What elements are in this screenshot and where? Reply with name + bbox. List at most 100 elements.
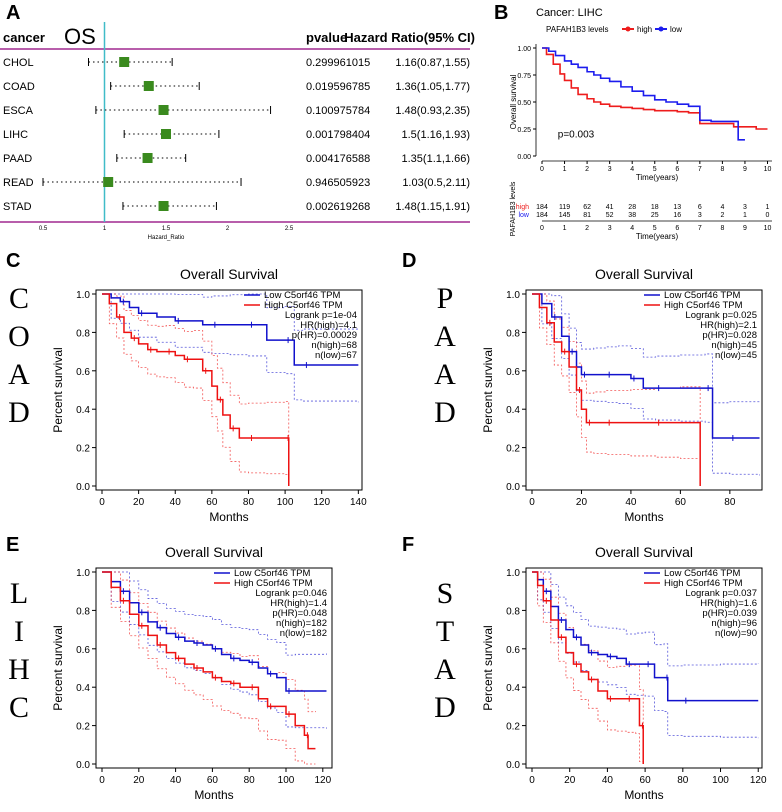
- km-c-stat: Logrank p=1e-04: [285, 310, 357, 321]
- km-b-x-tick: 2: [585, 166, 589, 173]
- km-e-x-tick: 80: [244, 775, 256, 786]
- km-f-x-tick: 20: [564, 775, 576, 786]
- risk-table-value: 38: [628, 212, 636, 219]
- risk-table-value: 13: [673, 204, 681, 211]
- risk-table-x-tick: 3: [608, 225, 612, 232]
- km-f-y-tick: 0.2: [506, 722, 520, 733]
- km-d-x-tick: 20: [576, 497, 588, 508]
- km-c-stat: n(low)=67: [315, 350, 357, 361]
- km-e-x-label: Months: [194, 788, 233, 802]
- km-e-x-tick: 0: [99, 775, 105, 786]
- risk-table-x-tick: 5: [653, 225, 657, 232]
- km-f-y-tick: 0.0: [506, 760, 520, 771]
- forest-row-pvalue: 0.019596785: [306, 81, 370, 93]
- panel-label-d: D: [402, 250, 417, 272]
- km-d-ci-band: [532, 293, 760, 404]
- panel-label-b: B: [494, 2, 509, 24]
- km-c-y-tick: 0.4: [76, 405, 90, 416]
- forest-row-hr: 1.16(0.87,1.55): [395, 57, 470, 69]
- forest-row-hr: 1.36(1.05,1.77): [395, 81, 470, 93]
- forest-hr-box: [161, 129, 171, 139]
- km-f-x-tick: 60: [640, 775, 652, 786]
- forest-row-pvalue: 0.299961015: [306, 57, 370, 69]
- km-e-ci-band: [102, 571, 327, 729]
- km-d-y-tick: 0.8: [506, 328, 520, 339]
- km-b-legend-high: high: [637, 25, 652, 34]
- km-c-curve-high: [102, 293, 290, 486]
- risk-table-x-label: Time(years): [636, 232, 679, 241]
- km-b-x-tick: 8: [720, 166, 724, 173]
- km-c-ci-band: [102, 293, 290, 486]
- km-f-stat: n(high)=96: [711, 618, 757, 629]
- forest-row-cancer: CHOL: [3, 57, 34, 69]
- risk-table-value: 4: [720, 204, 724, 211]
- km-plot-paad: Overall Survival 0.0 0.2 0.4 0.6 0.8 1.0 0 20 40 6…: [481, 266, 763, 524]
- km-f-frame: [525, 567, 763, 769]
- km-d-x-tick: 60: [675, 497, 687, 508]
- risk-table-value: 81: [583, 212, 591, 219]
- km-plot-stad: Overall Survival 0.0 0.2 0.4 0.6 0.8 1.0 0 20 40 6…: [481, 544, 767, 802]
- panel-label-f: F: [402, 534, 415, 556]
- km-b-x-tick: 7: [698, 166, 702, 173]
- risk-table-value: 28: [628, 204, 636, 211]
- forest-row-cancer: PAAD: [3, 153, 32, 165]
- km-f-stat: p(HR)=0.039: [702, 608, 757, 619]
- risk-table-y-label: PAFAH1B3 levels: [510, 181, 517, 236]
- km-f-ci-band: [532, 571, 644, 764]
- km-b-x-tick: 1: [563, 166, 567, 173]
- km-e-ci-band: [102, 571, 316, 765]
- km-f-y-tick: 1.0: [506, 568, 520, 579]
- km-b-x-label: Time(years): [636, 173, 679, 182]
- forest-row-hr: 1.35(1.1,1.66): [402, 153, 471, 165]
- km-f-x-tick: 80: [677, 775, 689, 786]
- risk-table-x-tick: 0: [540, 225, 544, 232]
- column-header-cancer: cancer: [3, 30, 45, 45]
- forest-hr-box: [142, 153, 153, 163]
- risk-table-x-tick: 8: [720, 225, 724, 232]
- km-e-stat: n(low)=182: [280, 628, 327, 639]
- km-c-ci-band: [102, 293, 359, 331]
- km-f-y-tick: 0.6: [506, 645, 520, 656]
- risk-table-value: 1: [766, 204, 770, 211]
- km-f-ci-band: [532, 571, 644, 727]
- km-e-title: Overall Survival: [165, 544, 263, 560]
- forest-x-tick: 1: [103, 226, 107, 232]
- km-b-x-tick: 6: [675, 166, 679, 173]
- risk-table-x-tick: 4: [630, 225, 634, 232]
- km-b-curve-low: [542, 47, 745, 141]
- km-d-stat: p(HR)=0.028: [702, 330, 757, 341]
- forest-row-pvalue: 0.004176588: [306, 153, 370, 165]
- km-c-x-label: Months: [209, 510, 248, 524]
- forest-hr-box: [103, 177, 114, 187]
- km-b-y-label: Overall survival: [509, 74, 518, 129]
- km-c-title: Overall Survival: [180, 266, 278, 282]
- km-e-x-tick: 120: [314, 775, 331, 786]
- km-c-ci-band: [102, 293, 290, 449]
- km-d-curve-high: [532, 293, 701, 486]
- km-b-curve-high: [542, 47, 768, 130]
- km-c-y-tick: 0.0: [76, 482, 90, 493]
- km-e-stat: HR(high)=1.4: [270, 598, 327, 609]
- risk-table-value: 145: [559, 212, 571, 219]
- km-f-curve-high: [532, 571, 644, 764]
- km-c-x-tick: 80: [243, 497, 255, 508]
- km-c-x-tick: 0: [99, 497, 105, 508]
- panel-label-a: A: [6, 2, 21, 24]
- forest-row-hr: 1.03(0.5,2.11): [402, 177, 470, 189]
- km-b-x-tick: 5: [653, 166, 657, 173]
- risk-table-value: 16: [673, 212, 681, 219]
- km-e-y-tick: 0.8: [76, 606, 90, 617]
- km-e-y-tick: 0.0: [76, 760, 90, 771]
- km-e-y-label: Percent survival: [51, 625, 65, 710]
- km-d-y-tick: 0.0: [506, 482, 520, 493]
- km-f-stat: Logrank p=0.037: [685, 588, 757, 599]
- km-c-y-tick: 1.0: [76, 290, 90, 301]
- km-b-pvalue: p=0.003: [558, 130, 595, 141]
- risk-table-value: 62: [583, 204, 591, 211]
- km-c-curve-low: [102, 293, 359, 366]
- km-b-x-tick: 3: [608, 166, 612, 173]
